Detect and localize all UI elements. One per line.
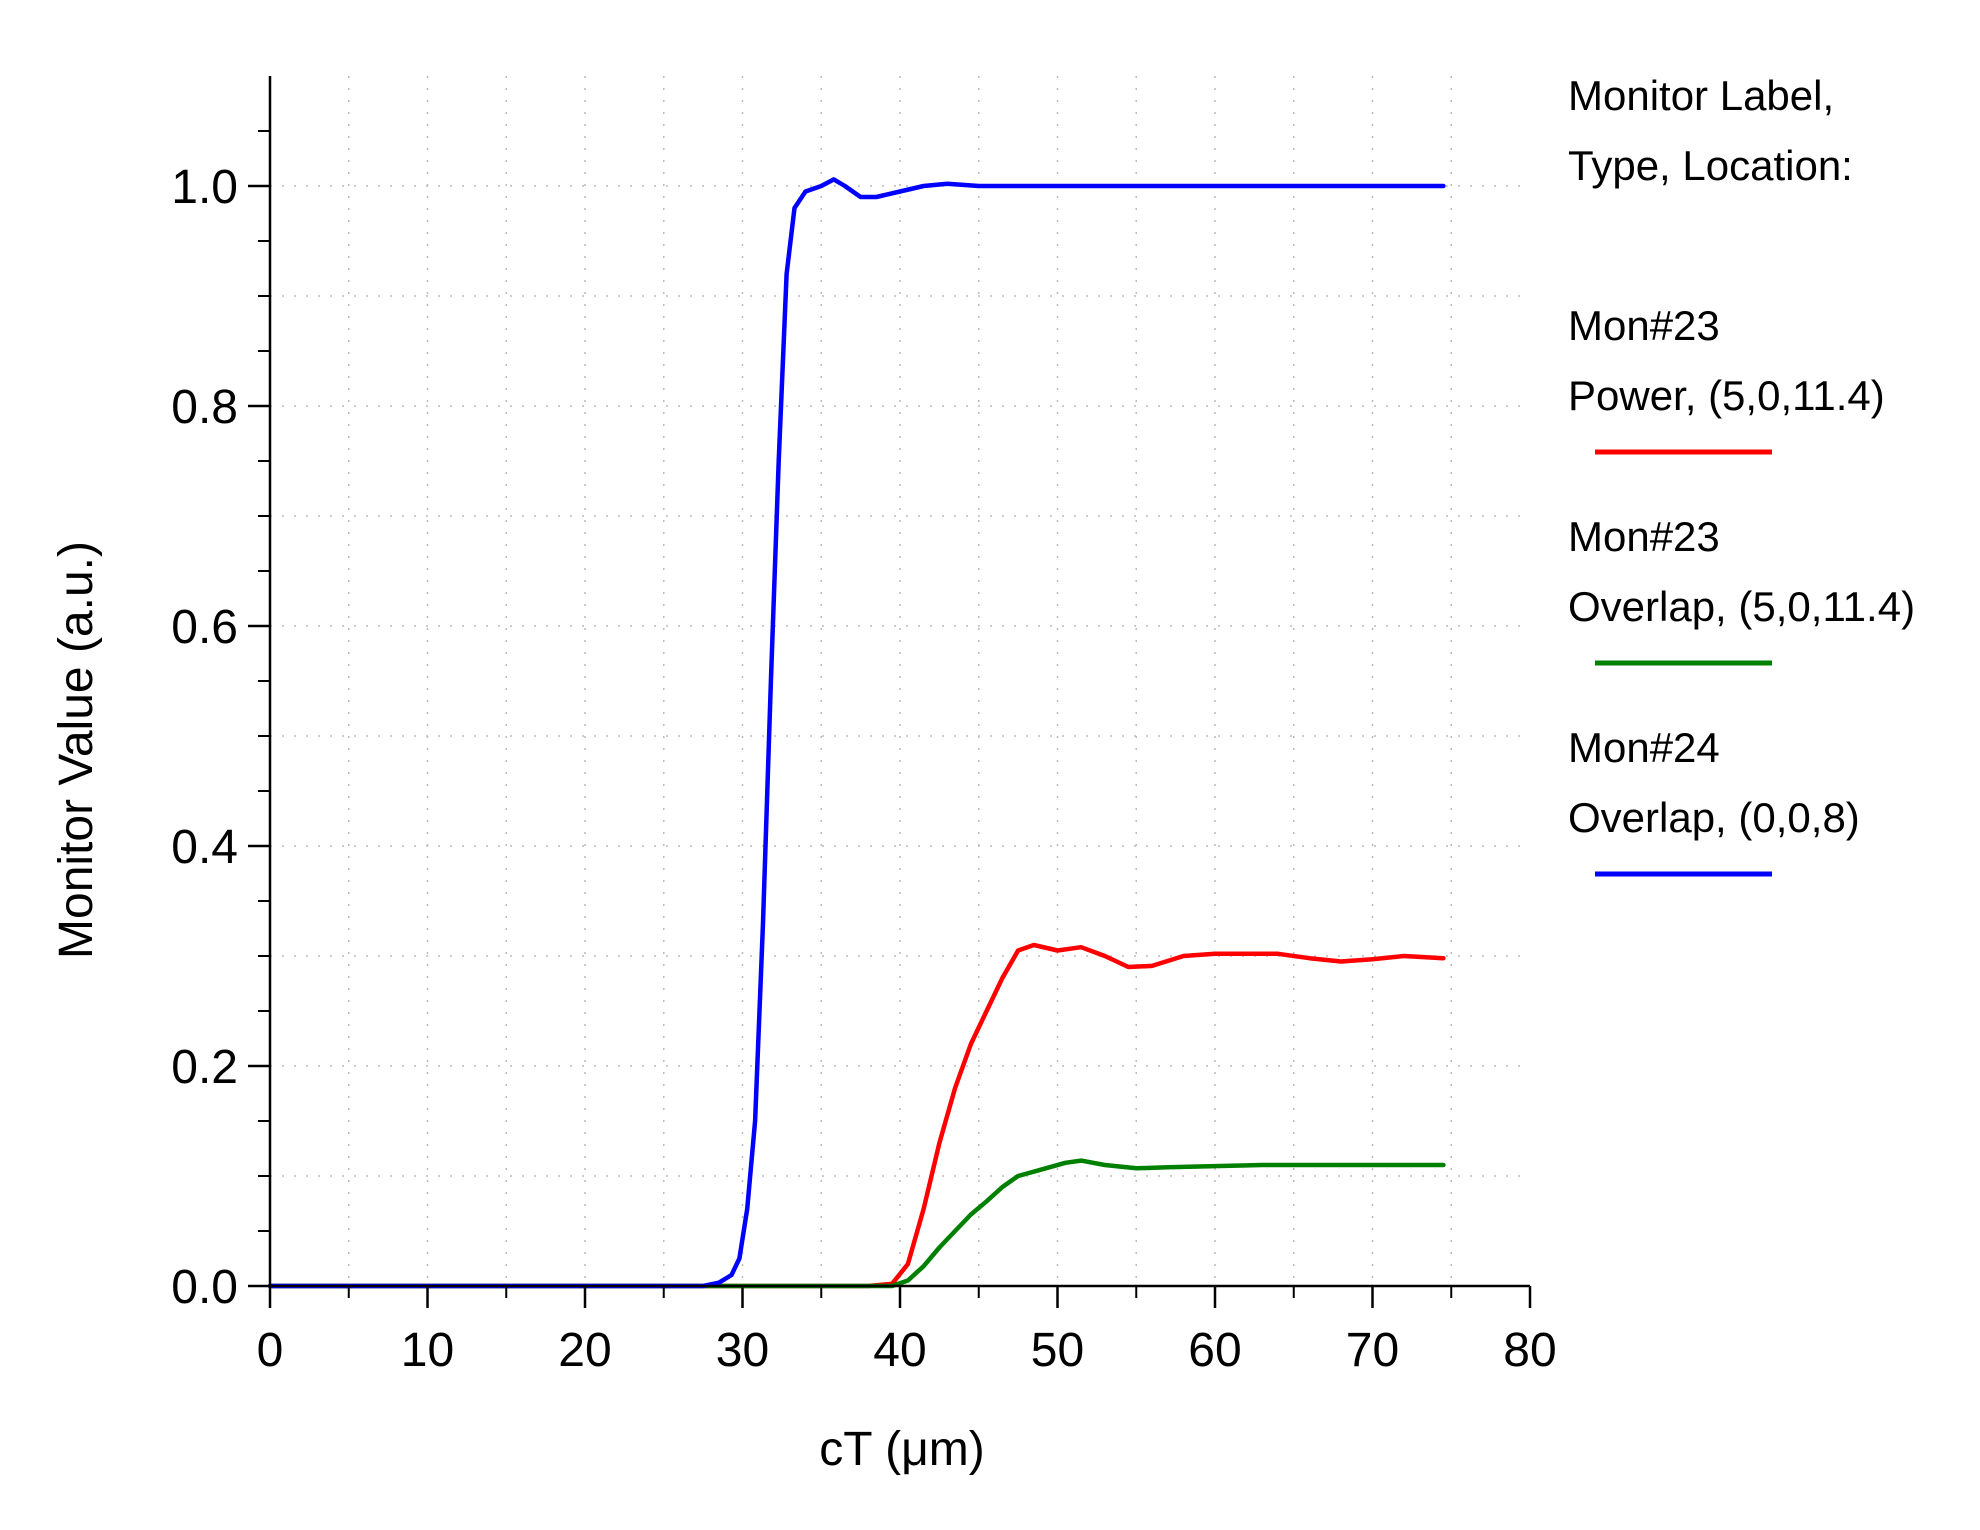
y-tick-label: 0.4 <box>171 821 238 874</box>
y-tick-label: 1.0 <box>171 161 238 214</box>
y-tick-label: 0.2 <box>171 1041 238 1094</box>
x-tick-label: 0 <box>257 1324 284 1377</box>
series-line-1 <box>267 1158 1446 1289</box>
x-tick-label: 70 <box>1346 1324 1399 1377</box>
x-tick-label: 30 <box>716 1324 769 1377</box>
legend-series-detail: Power, (5,0,11.4) <box>1568 372 1885 419</box>
legend-series-name: Mon#23 <box>1568 513 1720 560</box>
x-tick-label: 40 <box>873 1324 926 1377</box>
y-axis-title: Monitor Value (a.u.) <box>50 541 103 959</box>
series-layer <box>267 177 1446 1289</box>
x-tick-label: 10 <box>401 1324 454 1377</box>
legend: Monitor Label, Type, Location: Mon#23 Power… <box>1568 72 1915 877</box>
x-tick-label: 20 <box>558 1324 611 1377</box>
ticks-layer: 0 10 20 30 40 50 60 70 80 0.0 0.2 0.4 0.6 0.8 1.0 <box>171 130 1557 1377</box>
legend-header: Type, Location: <box>1568 142 1853 189</box>
grid-layer <box>270 76 1530 1286</box>
legend-series-name: Mon#24 <box>1568 724 1720 771</box>
legend-series-detail: Overlap, (5,0,11.4) <box>1568 583 1915 630</box>
y-tick-label: 0.8 <box>171 381 238 434</box>
legend-series-detail: Overlap, (0,0,8) <box>1568 794 1860 841</box>
x-axis-title: cT (μm) <box>819 1423 984 1476</box>
y-tick-label: 0.6 <box>171 601 238 654</box>
series-line-2 <box>267 177 1446 1289</box>
legend-header: Monitor Label, <box>1568 72 1834 119</box>
x-tick-label: 60 <box>1188 1324 1241 1377</box>
series-line-0 <box>267 942 1446 1289</box>
x-tick-label: 80 <box>1503 1324 1556 1377</box>
legend-series-name: Mon#23 <box>1568 302 1720 349</box>
y-tick-label: 0.0 <box>171 1261 238 1314</box>
x-tick-label: 50 <box>1031 1324 1084 1377</box>
